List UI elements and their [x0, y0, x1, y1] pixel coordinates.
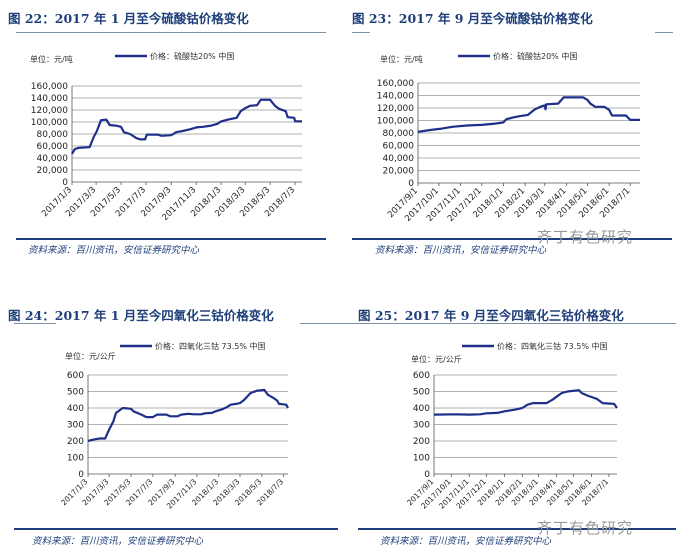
chart-title-22: 图 22：2017 年 1 月至今硫酸钴价格变化 — [8, 11, 249, 26]
divider — [352, 32, 370, 33]
divider — [352, 238, 672, 240]
y-tick-label: 200 — [413, 437, 430, 447]
y-tick-label: 300 — [413, 421, 430, 431]
y-tick-label: 120,000 — [377, 104, 414, 114]
divider — [300, 323, 360, 324]
divider — [358, 323, 676, 324]
y-tick-label: 40,000 — [37, 154, 69, 164]
y-tick-label: 100,000 — [31, 118, 68, 128]
y-tick-label: 500 — [413, 388, 430, 398]
y-tick-label: 60,000 — [383, 142, 415, 152]
divider — [655, 32, 673, 33]
source-note: 资料来源：百川资讯，安信证券研究中心 — [380, 536, 552, 547]
legend-label: 价格：硫酸钴20% 中国 — [493, 51, 577, 61]
y-tick-label: 0 — [78, 470, 84, 480]
legend-label: 价格：四氧化三钴 73.5% 中国 — [497, 341, 608, 351]
chart-title-25: 图 25：2017 年 9 月至今四氧化三钴价格变化 — [358, 308, 624, 323]
y-tick-label: 0 — [424, 470, 430, 480]
chart-title-23: 图 23：2017 年 9 月至今硫酸钴价格变化 — [352, 11, 593, 26]
chart-title-24: 图 24：2017 年 1 月至今四氧化三钴价格变化 — [8, 308, 274, 323]
y-tick-label: 80,000 — [383, 129, 415, 139]
y-tick-label: 160,000 — [31, 82, 68, 92]
y-tick-label: 400 — [413, 404, 430, 414]
source-note: 资料来源：百川资讯，安信证券研究中心 — [28, 245, 200, 256]
y-tick-label: 100 — [413, 454, 430, 464]
divider — [358, 528, 676, 530]
y-tick-label: 120,000 — [31, 106, 68, 116]
y-tick-label: 600 — [413, 371, 430, 381]
y-tick-label: 600 — [67, 371, 84, 381]
series-line — [433, 389, 618, 416]
unit-label: 单位：元/公斤 — [65, 351, 116, 361]
y-tick-label: 160,000 — [377, 79, 414, 89]
divider — [14, 528, 338, 530]
y-tick-label: 0 — [62, 178, 68, 188]
unit-label: 单位：元/吨 — [380, 54, 423, 64]
series-line — [71, 98, 302, 155]
y-tick-label: 100,000 — [377, 117, 414, 127]
y-tick-label: 80,000 — [37, 130, 69, 140]
series-line — [87, 388, 289, 443]
y-tick-label: 140,000 — [31, 94, 68, 104]
series-line — [417, 96, 640, 133]
divider — [16, 238, 326, 240]
y-tick-label: 200 — [67, 437, 84, 447]
legend-label: 价格：硫酸钴20% 中国 — [150, 51, 234, 61]
y-tick-label: 0 — [408, 179, 414, 189]
y-tick-label: 60,000 — [37, 142, 69, 152]
y-tick-label: 400 — [67, 404, 84, 414]
unit-label: 单位：元/公斤 — [411, 354, 462, 364]
source-note: 资料来源：百川资讯，安信证券研究中心 — [32, 536, 204, 547]
watermark: 齐丁有色研究 — [537, 228, 634, 246]
y-tick-label: 140,000 — [377, 92, 414, 102]
y-tick-label: 20,000 — [383, 167, 415, 177]
y-tick-label: 100 — [67, 454, 84, 464]
y-tick-label: 500 — [67, 388, 84, 398]
y-tick-label: 40,000 — [383, 154, 415, 164]
legend-label: 价格：四氧化三钴 73.5% 中国 — [155, 341, 266, 351]
y-tick-label: 300 — [67, 421, 84, 431]
watermark: 齐丁有色研究 — [537, 519, 634, 537]
divider — [14, 323, 56, 324]
source-note: 资料来源：百川资讯，安信证券研究中心 — [375, 245, 547, 256]
y-tick-label: 20,000 — [37, 166, 69, 176]
unit-label: 单位：元/吨 — [30, 54, 73, 64]
divider — [16, 32, 326, 33]
